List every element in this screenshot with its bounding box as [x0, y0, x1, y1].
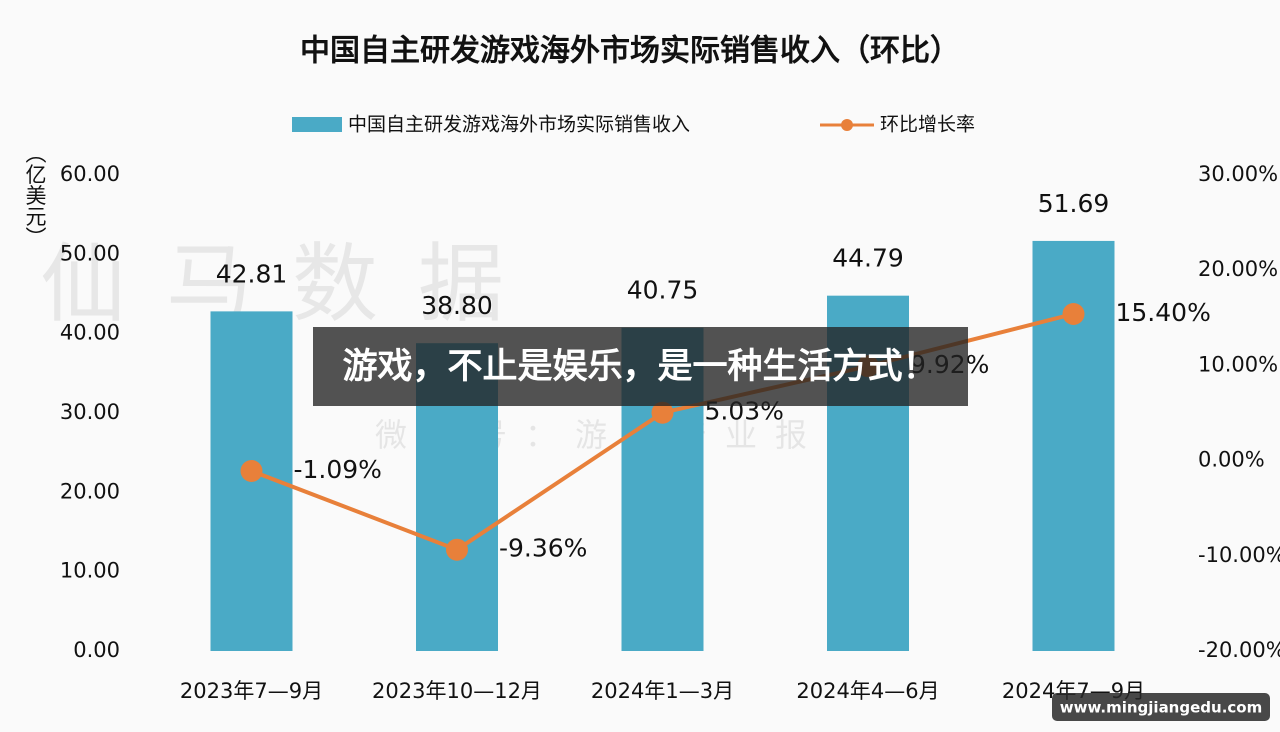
x-tick-label: 2024年4—6月: [796, 679, 939, 703]
legend-label: 环比增长率: [880, 114, 975, 136]
legend-label: 中国自主研发游戏海外市场实际销售收入: [348, 114, 690, 136]
legend-swatch: [292, 117, 342, 132]
line-marker: [1062, 302, 1085, 325]
line-value-label: 15.40%: [1116, 298, 1211, 327]
y-tick-label: 0.00: [73, 638, 120, 662]
line-marker: [446, 538, 468, 561]
banner-box: [313, 327, 968, 406]
y2-tick-label: 20.00%: [1198, 257, 1278, 281]
y2-tick-label: 0.00%: [1198, 448, 1265, 472]
banner-text: 游戏，不止是娱乐，是一种生活方式！: [342, 347, 937, 387]
y-tick-label: 30.00: [60, 400, 120, 424]
y2-tick-label: -10.00%: [1198, 543, 1280, 567]
line-marker: [240, 459, 263, 482]
bar-value-label: 51.69: [1038, 189, 1110, 218]
bar-value-label: 44.79: [832, 244, 904, 273]
site-badge: www.mingjiangedu.com: [1052, 693, 1270, 721]
chart-title: 中国自主研发游戏海外市场实际销售收入（环比）: [300, 34, 960, 69]
y2-tick-label: 30.00%: [1198, 162, 1278, 186]
line-value-label: -1.09%: [294, 455, 382, 484]
legend-marker: [841, 119, 853, 131]
y-tick-label: 10.00: [60, 559, 120, 583]
line-value-label: -9.36%: [499, 534, 587, 563]
x-tick-label: 2024年1—3月: [591, 679, 734, 703]
bar-value-label: 42.81: [216, 259, 288, 288]
bar-value-label: 38.80: [421, 291, 493, 320]
x-tick-label: 2023年10—12月: [372, 679, 542, 703]
bar-value-label: 40.75: [627, 276, 699, 305]
x-tick-label: 2023年7—9月: [180, 679, 323, 703]
site-text: www.mingjiangedu.com: [1060, 699, 1262, 717]
banner: 游戏，不止是娱乐，是一种生活方式！: [313, 327, 968, 406]
y2-tick-label: 10.00%: [1198, 352, 1278, 376]
y-tick-label: 60.00: [60, 162, 120, 186]
y-tick-label: 50.00: [60, 241, 120, 265]
line-marker: [651, 401, 674, 424]
y-axis-label: （亿美元）: [23, 143, 47, 248]
y-tick-label: 40.00: [60, 321, 120, 345]
y2-tick-label: -20.00%: [1198, 638, 1280, 662]
legend: 中国自主研发游戏海外市场实际销售收入 环比增长率: [292, 114, 975, 136]
site-box: [1052, 693, 1270, 721]
y-tick-label: 20.00: [60, 479, 120, 503]
bar: [1032, 240, 1115, 651]
